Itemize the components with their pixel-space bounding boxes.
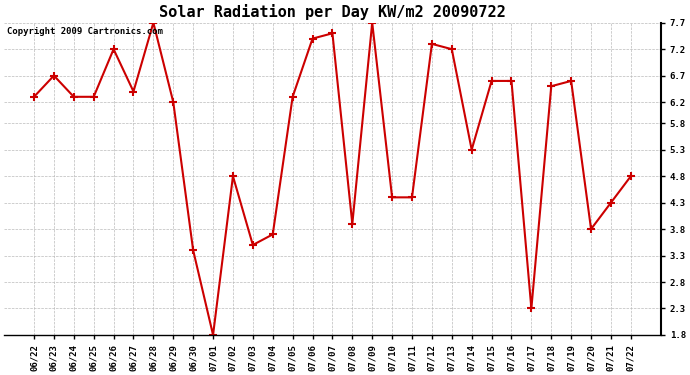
Title: Solar Radiation per Day KW/m2 20090722: Solar Radiation per Day KW/m2 20090722 (159, 4, 506, 20)
Text: Copyright 2009 Cartronics.com: Copyright 2009 Cartronics.com (8, 27, 164, 36)
